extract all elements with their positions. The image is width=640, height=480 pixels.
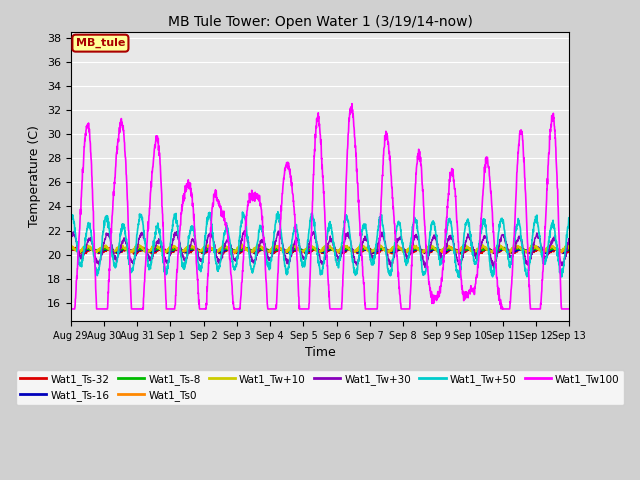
Text: MB_tule: MB_tule bbox=[76, 38, 125, 48]
Legend: Wat1_Ts-32, Wat1_Ts-16, Wat1_Ts-8, Wat1_Ts0, Wat1_Tw+10, Wat1_Tw+30, Wat1_Tw+50,: Wat1_Ts-32, Wat1_Ts-16, Wat1_Ts-8, Wat1_… bbox=[16, 370, 624, 405]
Y-axis label: Temperature (C): Temperature (C) bbox=[28, 125, 41, 227]
Title: MB Tule Tower: Open Water 1 (3/19/14-now): MB Tule Tower: Open Water 1 (3/19/14-now… bbox=[168, 15, 472, 29]
X-axis label: Time: Time bbox=[305, 346, 335, 359]
